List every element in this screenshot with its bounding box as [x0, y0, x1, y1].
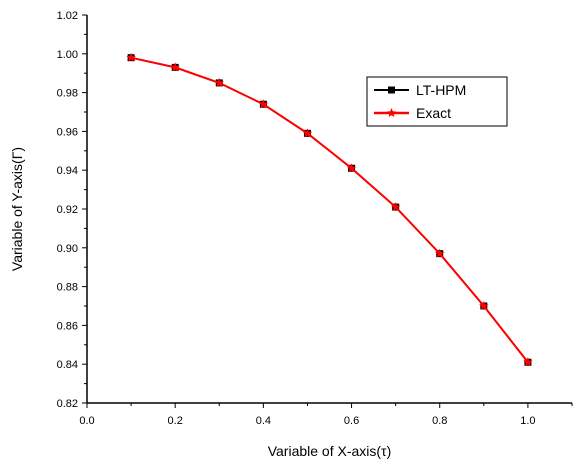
- data-point: [170, 62, 180, 72]
- data-point: [346, 163, 357, 173]
- legend-item: Exact: [374, 105, 451, 121]
- x-tick-label: 0.2: [168, 415, 183, 427]
- data-point: [390, 202, 401, 212]
- data-point: [258, 99, 269, 109]
- plot-frame: [86, 15, 572, 404]
- legend-label: LT-HPM: [416, 82, 466, 98]
- y-tick-label: 0.96: [57, 126, 78, 138]
- data-point: [214, 77, 225, 87]
- y-tick-label: 0.94: [57, 165, 78, 177]
- x-axis-title: Variable of X-axis(τ): [268, 443, 392, 459]
- legend-box: [366, 76, 508, 127]
- x-tick-label: 0.6: [344, 415, 359, 427]
- series-layer: [126, 52, 533, 367]
- y-tick-label: 0.84: [57, 359, 78, 371]
- y-tick-label: 0.98: [57, 88, 78, 100]
- legend-marker: [388, 86, 395, 94]
- legend-item: LT-HPM: [374, 82, 466, 98]
- x-tick-label: 0.0: [79, 415, 94, 427]
- y-tick-label: 0.90: [57, 243, 78, 255]
- y-axis-ticks: 0.82 0.84 0.86 0.88 0.90 0.92 0.94 0.96 0.98 1.00…: [57, 10, 87, 410]
- data-point: [523, 357, 533, 367]
- y-tick-label: 0.88: [57, 282, 78, 294]
- y-tick-label: 1.00: [57, 49, 78, 61]
- y-tick-label: 0.82: [57, 398, 78, 410]
- legend-marker: [386, 108, 397, 118]
- x-axis-ticks: 0.0 0.2 0.4 0.6 0.8 1.0: [79, 403, 573, 427]
- y-tick-label: 1.02: [57, 10, 78, 22]
- data-point: [126, 52, 136, 62]
- y-axis-title: Variable of Y-axis(Γ): [9, 147, 25, 271]
- y-tick-label: 0.86: [57, 320, 78, 332]
- series-line: [130, 56, 529, 363]
- data-point: [434, 248, 445, 258]
- x-tick-label: 1.0: [520, 415, 535, 427]
- data-point: [479, 301, 489, 311]
- legend-label: Exact: [416, 105, 451, 121]
- series-exact: [126, 52, 533, 367]
- y-tick-label: 0.92: [57, 204, 78, 216]
- x-tick-label: 0.4: [256, 415, 271, 427]
- x-tick-label: 0.8: [432, 415, 447, 427]
- data-point: [302, 128, 313, 138]
- legend: LT-HPM Exact: [366, 76, 508, 127]
